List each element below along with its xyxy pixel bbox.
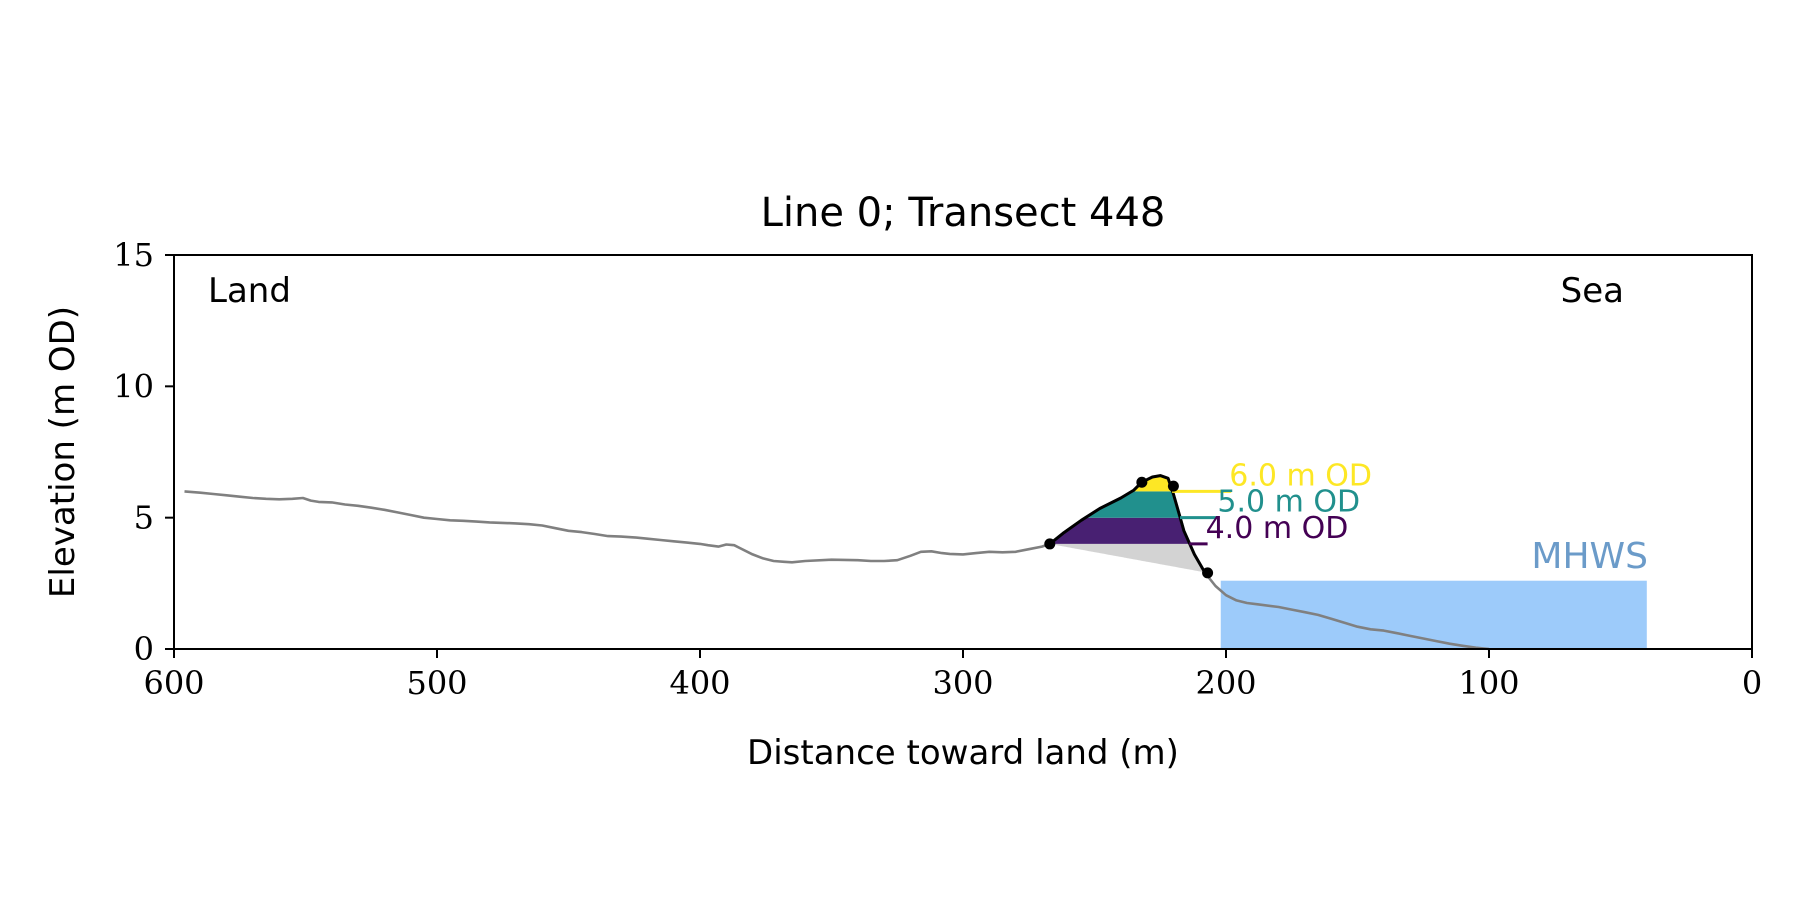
dune-seaward-toe-point bbox=[1202, 567, 1214, 579]
level-label-60: 6.0 m OD bbox=[1229, 458, 1372, 493]
dune-toe-point bbox=[1044, 538, 1056, 550]
y-axis-ticks: 0 5 10 15 bbox=[113, 236, 174, 668]
elevation-profile-line bbox=[184, 474, 1490, 651]
dune-band-60 bbox=[1049, 475, 1208, 492]
x-tick-label: 100 bbox=[1458, 664, 1519, 702]
x-tick-label: 200 bbox=[1195, 664, 1256, 702]
mhws-label: MHWS bbox=[1531, 536, 1648, 577]
x-axis-ticks: 600 500 400 300 200 100 0 bbox=[143, 649, 1762, 702]
dune-crest-point-2 bbox=[1167, 480, 1179, 492]
sea-label: Sea bbox=[1561, 271, 1624, 311]
y-tick-label: 5 bbox=[134, 499, 154, 537]
mhws-water-area bbox=[1220, 580, 1647, 649]
x-tick-label: 500 bbox=[406, 664, 467, 702]
plot-fills bbox=[1049, 475, 1647, 649]
dune-crest-point-1 bbox=[1136, 476, 1148, 488]
y-tick-label: 10 bbox=[113, 367, 154, 405]
land-label: Land bbox=[208, 271, 291, 311]
dune-outline-line bbox=[1048, 474, 1208, 575]
dune-band-50 bbox=[1049, 491, 1208, 518]
dune-base-band bbox=[1049, 543, 1208, 573]
chart-title: Line 0; Transect 448 bbox=[761, 190, 1166, 236]
plot-lines bbox=[184, 474, 1490, 651]
level-label-50: 5.0 m OD bbox=[1217, 485, 1360, 520]
contour-level-labels: 4.0 m OD5.0 m OD6.0 m OD bbox=[1206, 458, 1372, 546]
y-tick-label: 15 bbox=[113, 236, 154, 274]
dune-band-40 bbox=[1049, 517, 1208, 544]
y-axis-label: Elevation (m OD) bbox=[43, 306, 83, 598]
x-tick-label: 300 bbox=[932, 664, 993, 702]
x-axis-label: Distance toward land (m) bbox=[747, 733, 1179, 773]
x-tick-label: 400 bbox=[669, 664, 730, 702]
level-label-40: 4.0 m OD bbox=[1206, 511, 1349, 546]
x-tick-label: 0 bbox=[1742, 664, 1762, 702]
x-tick-label: 600 bbox=[143, 664, 204, 702]
y-tick-label: 0 bbox=[134, 630, 154, 668]
